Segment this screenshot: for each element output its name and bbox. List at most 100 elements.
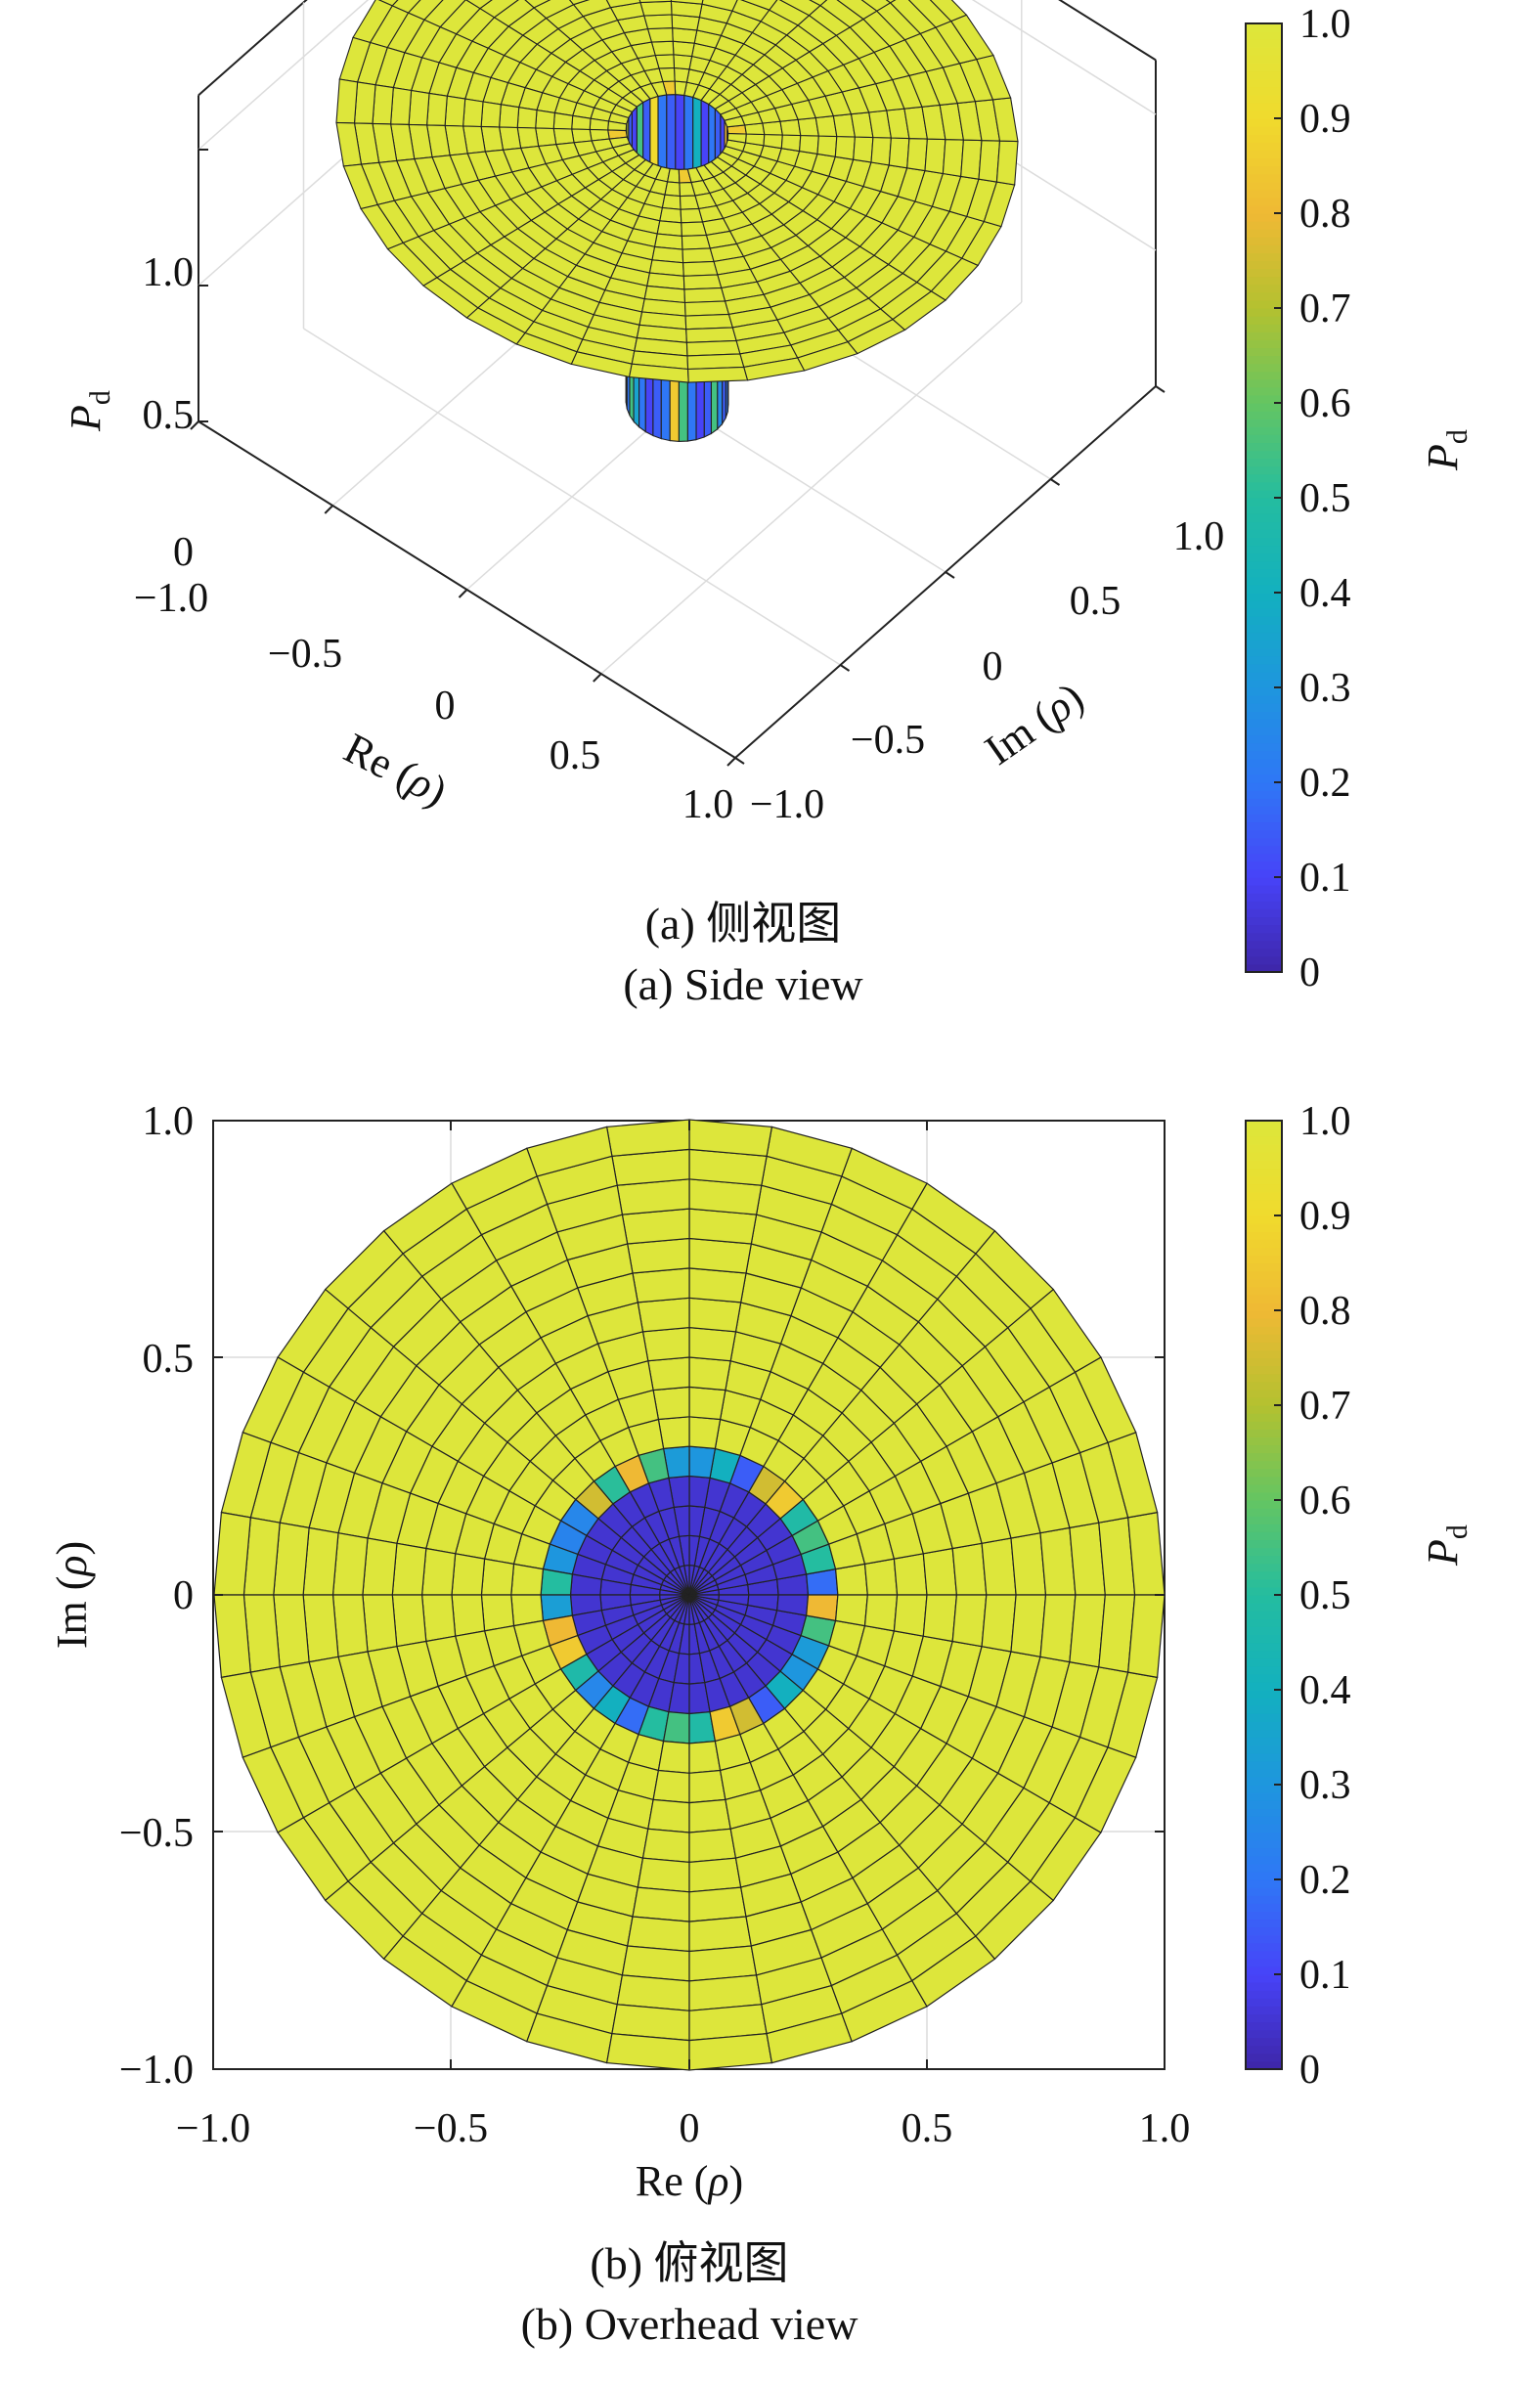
im-tick-0: 0 (983, 644, 1003, 689)
floor-gridline-re (600, 301, 1023, 675)
colorbar-segment (1246, 663, 1282, 673)
im-tick-mark (1155, 385, 1166, 393)
colorbar-segment (1246, 671, 1282, 681)
colorbar-segment (1246, 1444, 1282, 1454)
colorbar-segment (1246, 1926, 1282, 1936)
colorbar-segment (1246, 814, 1282, 823)
colorbar-segment (1246, 181, 1282, 191)
re-tick-0.5: 0.5 (550, 733, 601, 778)
colorbar-segment (1246, 640, 1282, 649)
surface-cell (510, 1563, 545, 1596)
colorbar-segment (1246, 70, 1282, 80)
colorbar-segment (1246, 378, 1282, 388)
colorbar-segment (1246, 1965, 1282, 1975)
colorbar-segment (1246, 1990, 1282, 1999)
colorbar-segment (1246, 901, 1282, 909)
colorbar-segment (1246, 1121, 1282, 1129)
colorbar-segment (1246, 473, 1282, 483)
colorbar-segment (1246, 1903, 1282, 1912)
colorbar-segment (1246, 1547, 1282, 1557)
colorbar-segment (1246, 1871, 1282, 1880)
surface-cell (688, 1386, 726, 1421)
x-tick--1.0: −1.0 (176, 2106, 250, 2151)
surface-cell (426, 92, 448, 126)
colorbar-segment (1246, 498, 1282, 507)
colorbar-segment (1246, 2013, 1282, 2023)
surface-cell (662, 1711, 690, 1745)
colorbar-tick-label: 0.4 (1299, 1668, 1351, 1713)
surface-cell (673, 54, 693, 70)
wall-gridline-z (971, 0, 1157, 115)
colorbar-segment (1246, 632, 1282, 641)
colorbar-segment (1246, 719, 1282, 729)
colorbar-segment (1246, 1539, 1282, 1549)
colorbar-segment (1246, 276, 1282, 286)
colorbar-segment (1246, 324, 1282, 332)
colorbar-segment (1246, 63, 1282, 72)
surface-cell (797, 116, 819, 137)
colorbar-segment (1246, 1705, 1282, 1714)
colorbar-segment (1246, 695, 1282, 704)
surface-cell (639, 0, 673, 17)
colorbar-segment (1246, 798, 1282, 807)
surface-cell (535, 127, 557, 148)
colorbar-segment (1246, 331, 1282, 340)
colorbar-segment (1246, 655, 1282, 665)
colorbar-segment (1246, 940, 1282, 950)
colorbar-segment (1246, 861, 1282, 870)
colorbar-segment (1246, 1326, 1282, 1335)
colorbar-segment (1246, 948, 1282, 957)
colorbar-segment (1246, 608, 1282, 617)
colorbar-tick-label: 0.2 (1299, 761, 1351, 806)
surface-cell (637, 1297, 690, 1333)
colorbar-segment (1246, 584, 1282, 594)
surface-cell (462, 98, 484, 128)
im-tick-1.0: 1.0 (1173, 514, 1225, 559)
colorbar-segment (1246, 434, 1282, 444)
side-view-surface (335, 0, 1019, 443)
colorbar-segment (1246, 1737, 1282, 1746)
surface-cell (763, 133, 783, 150)
colorbar-segment (1246, 727, 1282, 736)
surface-cell (688, 1857, 742, 1893)
surface-cell (516, 107, 538, 129)
colorbar-segment (1246, 806, 1282, 815)
colorbar-segment (1246, 1919, 1282, 1928)
colorbar-segment (1246, 316, 1282, 325)
surface-cell (688, 1326, 737, 1362)
colorbar-segment (1246, 394, 1282, 404)
colorbar-segment (1246, 94, 1282, 104)
colorbar-segment (1246, 39, 1282, 48)
surface-cell (688, 1769, 726, 1804)
colorbar-segment (1246, 1721, 1282, 1731)
surface-cell (836, 0, 878, 21)
colorbar-segment (1246, 1128, 1282, 1137)
colorbar-segment (1246, 244, 1282, 254)
surface-cell (408, 89, 430, 126)
colorbar-segment (1246, 568, 1282, 578)
colorbar-segment (1246, 513, 1282, 522)
colorbar-segment (1246, 118, 1282, 127)
surface-cell (637, 1857, 690, 1893)
colorbar-segment (1246, 790, 1282, 799)
surface-cell (451, 1553, 486, 1596)
colorbar-segment (1246, 600, 1282, 609)
surface-cell (960, 139, 983, 180)
overhead-view-caption-en: (b) Overhead view (521, 2299, 859, 2349)
surface-cell (464, 0, 493, 10)
colorbar-segment (1246, 1570, 1282, 1580)
colorbar-segment (1246, 885, 1282, 894)
surface-cell (981, 1594, 1017, 1653)
colorbar-tick-label: 0.3 (1299, 666, 1351, 711)
surface-cell (740, 0, 778, 11)
surface-cell (778, 0, 821, 17)
colorbar-segment (1246, 1262, 1282, 1272)
surface-cell (674, 80, 688, 96)
colorbar-segment (1246, 2029, 1282, 2039)
overhead-view-caption-zh: (b) 俯视图 (590, 2238, 788, 2288)
surface-cell (809, 0, 828, 7)
colorbar-segment (1246, 1318, 1282, 1327)
re-tick-mark (593, 673, 602, 683)
colorbar-segment (1246, 1310, 1282, 1319)
overhead-ticks (212, 1120, 1166, 2070)
